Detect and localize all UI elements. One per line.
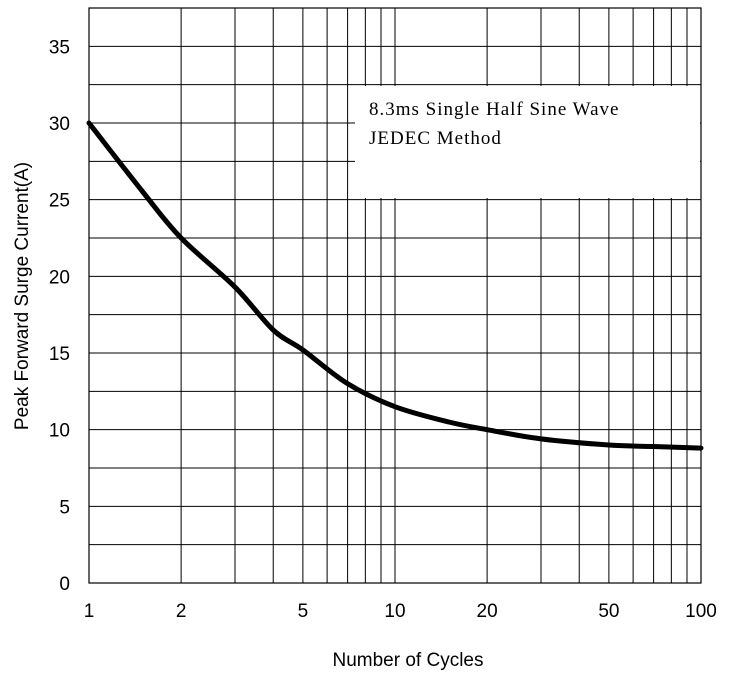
y-tick-label: 10 [49,421,70,442]
y-tick-label: 25 [49,191,70,212]
y-tick-label: 0 [59,574,70,595]
x-tick-label: 50 [598,601,619,622]
x-tick-label: 1 [84,601,95,622]
x-tick-label: 10 [384,601,405,622]
x-axis-ticks: 1 2 5 10 20 50 100 [84,601,717,622]
y-tick-label: 5 [59,497,70,518]
y-tick-label: 15 [49,344,70,365]
y-axis-ticks: 0 5 10 15 20 25 30 35 [49,37,70,595]
y-axis-label: Peak Forward Surge Current(A) [12,162,33,430]
x-axis-label: Number of Cycles [333,650,484,671]
annotation-line-1: 8.3ms Single Half Sine Wave [369,99,619,120]
y-tick-label: 30 [49,114,70,135]
y-tick-label: 20 [49,267,70,288]
annotation-background [355,86,700,198]
plot-area-border [88,7,702,584]
y-tick-label: 35 [49,37,70,58]
x-tick-label: 5 [298,601,309,622]
surge-current-curve [86,120,704,451]
x-tick-label: 100 [685,601,717,622]
annotation-line-2: JEDEC Method [369,128,502,149]
x-tick-label: 2 [176,601,187,622]
annotation-box: 8.3ms Single Half Sine Wave JEDEC Method [355,86,700,198]
x-tick-label: 20 [477,601,498,622]
